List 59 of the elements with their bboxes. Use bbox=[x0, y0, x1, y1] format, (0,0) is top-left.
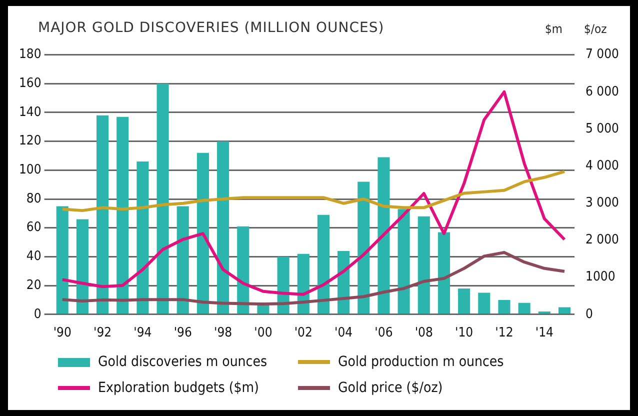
bar bbox=[56, 206, 68, 314]
bar bbox=[398, 209, 410, 314]
chart-title: MAJOR GOLD DISCOVERIES (MILLION OUNCES) bbox=[38, 20, 384, 36]
y-tick-label: 160 bbox=[18, 76, 42, 92]
x-tick-label: '94 bbox=[134, 326, 152, 341]
y-tick-label: 140 bbox=[18, 104, 42, 120]
legend-label: Gold production m ounces bbox=[338, 354, 504, 370]
bar bbox=[558, 307, 571, 314]
bar bbox=[498, 300, 510, 314]
bar bbox=[458, 288, 470, 314]
bar bbox=[478, 292, 490, 314]
y2-tick-label: 0 bbox=[586, 306, 593, 322]
bar bbox=[176, 206, 189, 314]
y-tick-label: 120 bbox=[18, 134, 42, 149]
bar bbox=[378, 157, 390, 314]
x-tick-label: '02 bbox=[294, 326, 312, 341]
legend-label: Gold price ($/oz) bbox=[338, 380, 443, 396]
y-tick-label: 180 bbox=[18, 47, 42, 62]
y2-tick-label: 6 000 bbox=[586, 84, 620, 100]
x-tick-label: '12 bbox=[495, 326, 514, 341]
x-tick-label: '00 bbox=[254, 326, 272, 341]
y2-tick-label: 4 000 bbox=[586, 158, 620, 174]
x-tick-label: '90 bbox=[53, 326, 72, 341]
bar bbox=[518, 302, 530, 314]
x-tick-label: '98 bbox=[214, 326, 232, 341]
y2-tick-label: 5 000 bbox=[586, 121, 620, 136]
bar bbox=[96, 115, 109, 314]
bar bbox=[358, 182, 370, 314]
bar bbox=[418, 216, 430, 314]
x-tick-label: '10 bbox=[455, 326, 474, 341]
y-tick-label: 0 bbox=[34, 306, 42, 322]
x-tick-label: '96 bbox=[174, 326, 192, 341]
bar bbox=[196, 152, 209, 314]
legend-label: Gold discoveries m ounces bbox=[98, 354, 268, 370]
x-tick-label: '04 bbox=[334, 326, 353, 341]
y2-tick-label: 1000 bbox=[586, 270, 616, 285]
y-tick-label: 20 bbox=[26, 278, 42, 293]
y2-tick-label: 2 000 bbox=[586, 232, 620, 248]
y2-tick-label: 7 000 bbox=[586, 47, 620, 62]
y2-axis-title: $m bbox=[545, 22, 562, 36]
x-tick-label: '92 bbox=[93, 326, 112, 341]
x-tick-label: '08 bbox=[414, 326, 433, 341]
bar bbox=[136, 162, 149, 314]
bar bbox=[237, 226, 250, 314]
text: $/oz bbox=[584, 22, 607, 36]
y-tick-label: 60 bbox=[26, 220, 42, 236]
x-tick-label: '06 bbox=[374, 326, 393, 341]
bar bbox=[116, 116, 129, 314]
y2-tick-label: 3 000 bbox=[586, 196, 620, 211]
bar bbox=[438, 232, 450, 314]
bar bbox=[217, 141, 230, 314]
bar bbox=[317, 214, 330, 314]
y-tick-label: 80 bbox=[26, 191, 42, 206]
y-tick-label: 100 bbox=[18, 162, 42, 178]
x-tick-label: '14 bbox=[535, 326, 554, 341]
y-tick-label: 40 bbox=[26, 249, 42, 264]
bar bbox=[156, 84, 169, 314]
legend-label: Exploration budgets ($m) bbox=[98, 380, 259, 396]
bar bbox=[76, 219, 88, 314]
